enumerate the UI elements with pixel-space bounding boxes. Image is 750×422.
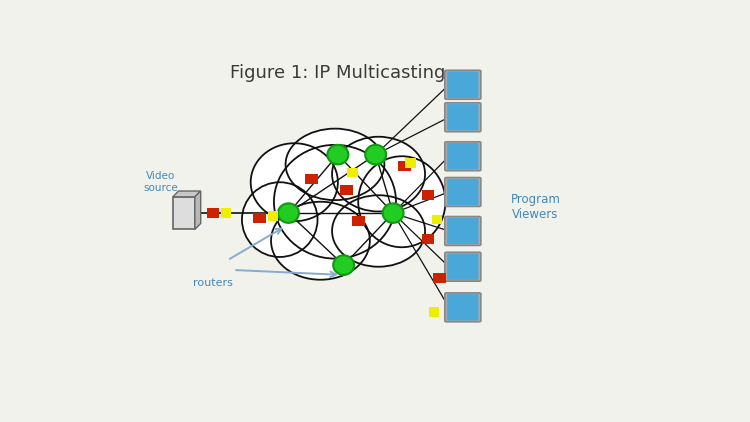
Bar	[352, 216, 364, 226]
Bar	[206, 208, 219, 218]
Polygon shape	[172, 191, 201, 197]
FancyBboxPatch shape	[445, 216, 481, 246]
Text: Program
Viewers: Program Viewers	[511, 192, 560, 221]
Ellipse shape	[365, 145, 386, 164]
FancyBboxPatch shape	[447, 254, 478, 280]
Ellipse shape	[333, 255, 354, 275]
Bar	[253, 213, 266, 223]
Ellipse shape	[382, 203, 404, 223]
Ellipse shape	[286, 129, 384, 200]
FancyBboxPatch shape	[172, 197, 195, 230]
Bar	[429, 307, 439, 317]
FancyBboxPatch shape	[445, 142, 481, 171]
FancyBboxPatch shape	[447, 294, 478, 320]
FancyBboxPatch shape	[447, 143, 478, 169]
Ellipse shape	[358, 156, 446, 247]
Ellipse shape	[328, 145, 348, 164]
Bar	[422, 234, 434, 244]
FancyBboxPatch shape	[447, 72, 478, 98]
FancyBboxPatch shape	[445, 252, 481, 281]
Text: routers: routers	[193, 278, 232, 288]
Polygon shape	[195, 191, 201, 230]
Ellipse shape	[332, 137, 425, 211]
Ellipse shape	[242, 182, 317, 257]
Bar	[433, 273, 446, 283]
Bar	[422, 190, 434, 200]
Bar	[398, 161, 411, 171]
FancyBboxPatch shape	[447, 218, 478, 244]
Ellipse shape	[278, 203, 299, 223]
FancyBboxPatch shape	[445, 178, 481, 206]
Bar	[406, 158, 416, 168]
Bar	[340, 186, 353, 195]
Ellipse shape	[274, 145, 396, 259]
Bar	[431, 215, 442, 225]
Bar	[347, 168, 358, 177]
Bar	[221, 208, 232, 218]
FancyBboxPatch shape	[447, 179, 478, 205]
FancyBboxPatch shape	[445, 103, 481, 132]
Bar	[268, 211, 278, 221]
Ellipse shape	[271, 202, 370, 280]
FancyBboxPatch shape	[447, 104, 478, 130]
FancyBboxPatch shape	[445, 293, 481, 322]
Ellipse shape	[251, 143, 338, 221]
Text: Video
source: Video source	[143, 171, 178, 193]
Text: Figure 1: IP Multicasting: Figure 1: IP Multicasting	[230, 64, 446, 81]
Ellipse shape	[332, 195, 425, 267]
FancyBboxPatch shape	[445, 70, 481, 99]
Bar	[305, 174, 318, 184]
